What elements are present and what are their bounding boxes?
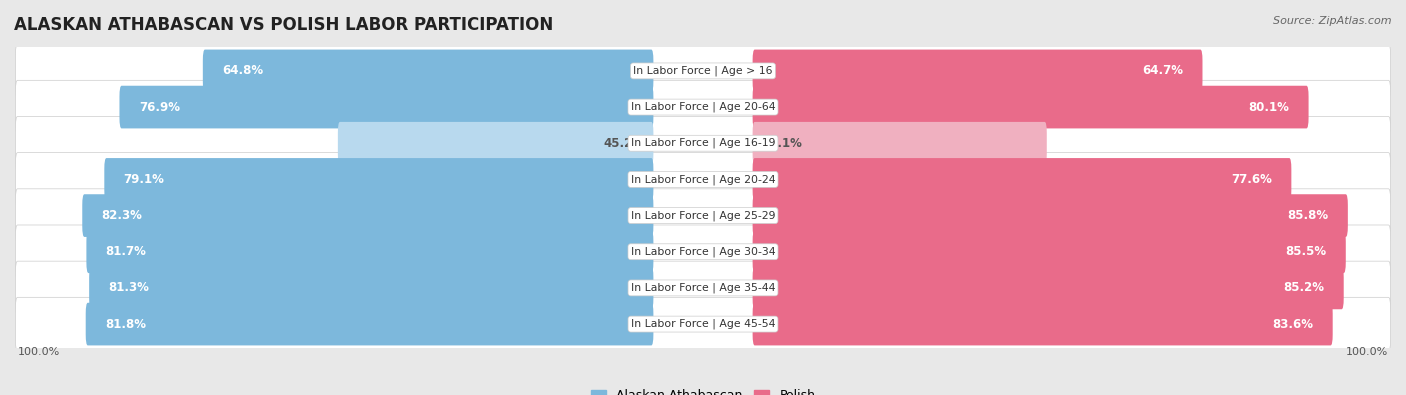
FancyBboxPatch shape bbox=[752, 194, 1348, 237]
FancyBboxPatch shape bbox=[120, 86, 654, 128]
Text: 80.1%: 80.1% bbox=[1249, 101, 1289, 114]
Text: 64.7%: 64.7% bbox=[1142, 64, 1184, 77]
FancyBboxPatch shape bbox=[752, 49, 1202, 92]
FancyBboxPatch shape bbox=[202, 49, 654, 92]
Text: 79.1%: 79.1% bbox=[124, 173, 165, 186]
Text: 42.1%: 42.1% bbox=[762, 137, 803, 150]
FancyBboxPatch shape bbox=[337, 122, 654, 165]
FancyBboxPatch shape bbox=[15, 117, 1391, 170]
FancyBboxPatch shape bbox=[15, 152, 1391, 206]
FancyBboxPatch shape bbox=[89, 267, 654, 309]
FancyBboxPatch shape bbox=[15, 189, 1391, 243]
FancyBboxPatch shape bbox=[15, 225, 1391, 278]
FancyBboxPatch shape bbox=[752, 267, 1344, 309]
Text: 64.8%: 64.8% bbox=[222, 64, 263, 77]
Text: In Labor Force | Age 16-19: In Labor Force | Age 16-19 bbox=[631, 138, 775, 149]
FancyBboxPatch shape bbox=[752, 230, 1346, 273]
Text: 85.5%: 85.5% bbox=[1285, 245, 1326, 258]
Text: In Labor Force | Age > 16: In Labor Force | Age > 16 bbox=[633, 66, 773, 76]
Text: 45.2%: 45.2% bbox=[603, 137, 644, 150]
FancyBboxPatch shape bbox=[15, 80, 1391, 134]
Text: In Labor Force | Age 20-64: In Labor Force | Age 20-64 bbox=[631, 102, 775, 112]
FancyBboxPatch shape bbox=[752, 158, 1291, 201]
FancyBboxPatch shape bbox=[15, 297, 1391, 351]
Text: In Labor Force | Age 45-54: In Labor Force | Age 45-54 bbox=[631, 319, 775, 329]
Text: 85.8%: 85.8% bbox=[1288, 209, 1329, 222]
Text: 100.0%: 100.0% bbox=[1347, 346, 1389, 357]
Text: 81.8%: 81.8% bbox=[105, 318, 146, 331]
Text: 85.2%: 85.2% bbox=[1284, 281, 1324, 294]
FancyBboxPatch shape bbox=[86, 230, 654, 273]
Text: In Labor Force | Age 30-34: In Labor Force | Age 30-34 bbox=[631, 246, 775, 257]
Text: 77.6%: 77.6% bbox=[1232, 173, 1272, 186]
Text: 76.9%: 76.9% bbox=[139, 101, 180, 114]
FancyBboxPatch shape bbox=[104, 158, 654, 201]
FancyBboxPatch shape bbox=[752, 303, 1333, 346]
Text: In Labor Force | Age 20-24: In Labor Force | Age 20-24 bbox=[631, 174, 775, 185]
Legend: Alaskan Athabascan, Polish: Alaskan Athabascan, Polish bbox=[585, 384, 821, 395]
Text: 81.3%: 81.3% bbox=[108, 281, 149, 294]
FancyBboxPatch shape bbox=[83, 194, 654, 237]
FancyBboxPatch shape bbox=[15, 261, 1391, 315]
Text: Source: ZipAtlas.com: Source: ZipAtlas.com bbox=[1274, 16, 1392, 26]
Text: ALASKAN ATHABASCAN VS POLISH LABOR PARTICIPATION: ALASKAN ATHABASCAN VS POLISH LABOR PARTI… bbox=[14, 16, 554, 34]
Text: 100.0%: 100.0% bbox=[17, 346, 59, 357]
FancyBboxPatch shape bbox=[15, 44, 1391, 98]
Text: In Labor Force | Age 35-44: In Labor Force | Age 35-44 bbox=[631, 283, 775, 293]
Text: In Labor Force | Age 25-29: In Labor Force | Age 25-29 bbox=[631, 210, 775, 221]
Text: 81.7%: 81.7% bbox=[105, 245, 146, 258]
FancyBboxPatch shape bbox=[86, 303, 654, 346]
Text: 82.3%: 82.3% bbox=[101, 209, 142, 222]
FancyBboxPatch shape bbox=[752, 86, 1309, 128]
FancyBboxPatch shape bbox=[752, 122, 1047, 165]
Text: 83.6%: 83.6% bbox=[1272, 318, 1313, 331]
